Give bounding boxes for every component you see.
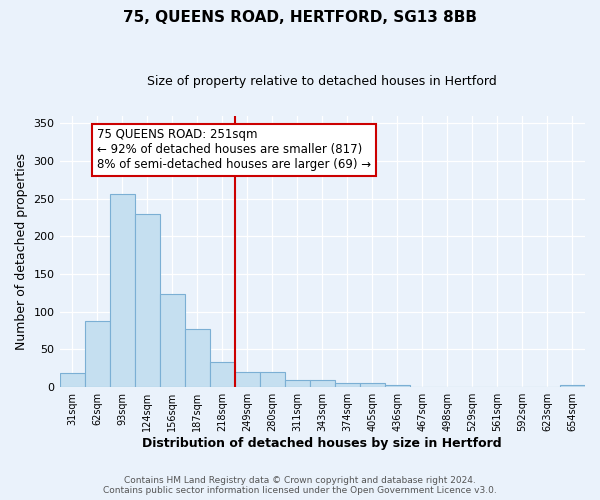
Bar bbox=[134, 214, 160, 387]
Text: Contains HM Land Registry data © Crown copyright and database right 2024.
Contai: Contains HM Land Registry data © Crown c… bbox=[103, 476, 497, 495]
Bar bbox=[335, 384, 360, 387]
Bar bbox=[360, 384, 385, 387]
Bar bbox=[385, 385, 410, 387]
Bar bbox=[235, 372, 260, 387]
Bar bbox=[185, 329, 209, 387]
Bar bbox=[59, 373, 85, 387]
Bar bbox=[285, 380, 310, 387]
X-axis label: Distribution of detached houses by size in Hertford: Distribution of detached houses by size … bbox=[142, 437, 502, 450]
Bar bbox=[85, 321, 110, 387]
Bar bbox=[310, 380, 335, 387]
Text: 75, QUEENS ROAD, HERTFORD, SG13 8BB: 75, QUEENS ROAD, HERTFORD, SG13 8BB bbox=[123, 10, 477, 25]
Bar bbox=[209, 362, 235, 387]
Bar bbox=[560, 385, 585, 387]
Bar bbox=[160, 294, 185, 387]
Y-axis label: Number of detached properties: Number of detached properties bbox=[15, 153, 28, 350]
Bar bbox=[260, 372, 285, 387]
Title: Size of property relative to detached houses in Hertford: Size of property relative to detached ho… bbox=[148, 75, 497, 88]
Text: 75 QUEENS ROAD: 251sqm
← 92% of detached houses are smaller (817)
8% of semi-det: 75 QUEENS ROAD: 251sqm ← 92% of detached… bbox=[97, 128, 371, 172]
Bar bbox=[110, 194, 134, 387]
